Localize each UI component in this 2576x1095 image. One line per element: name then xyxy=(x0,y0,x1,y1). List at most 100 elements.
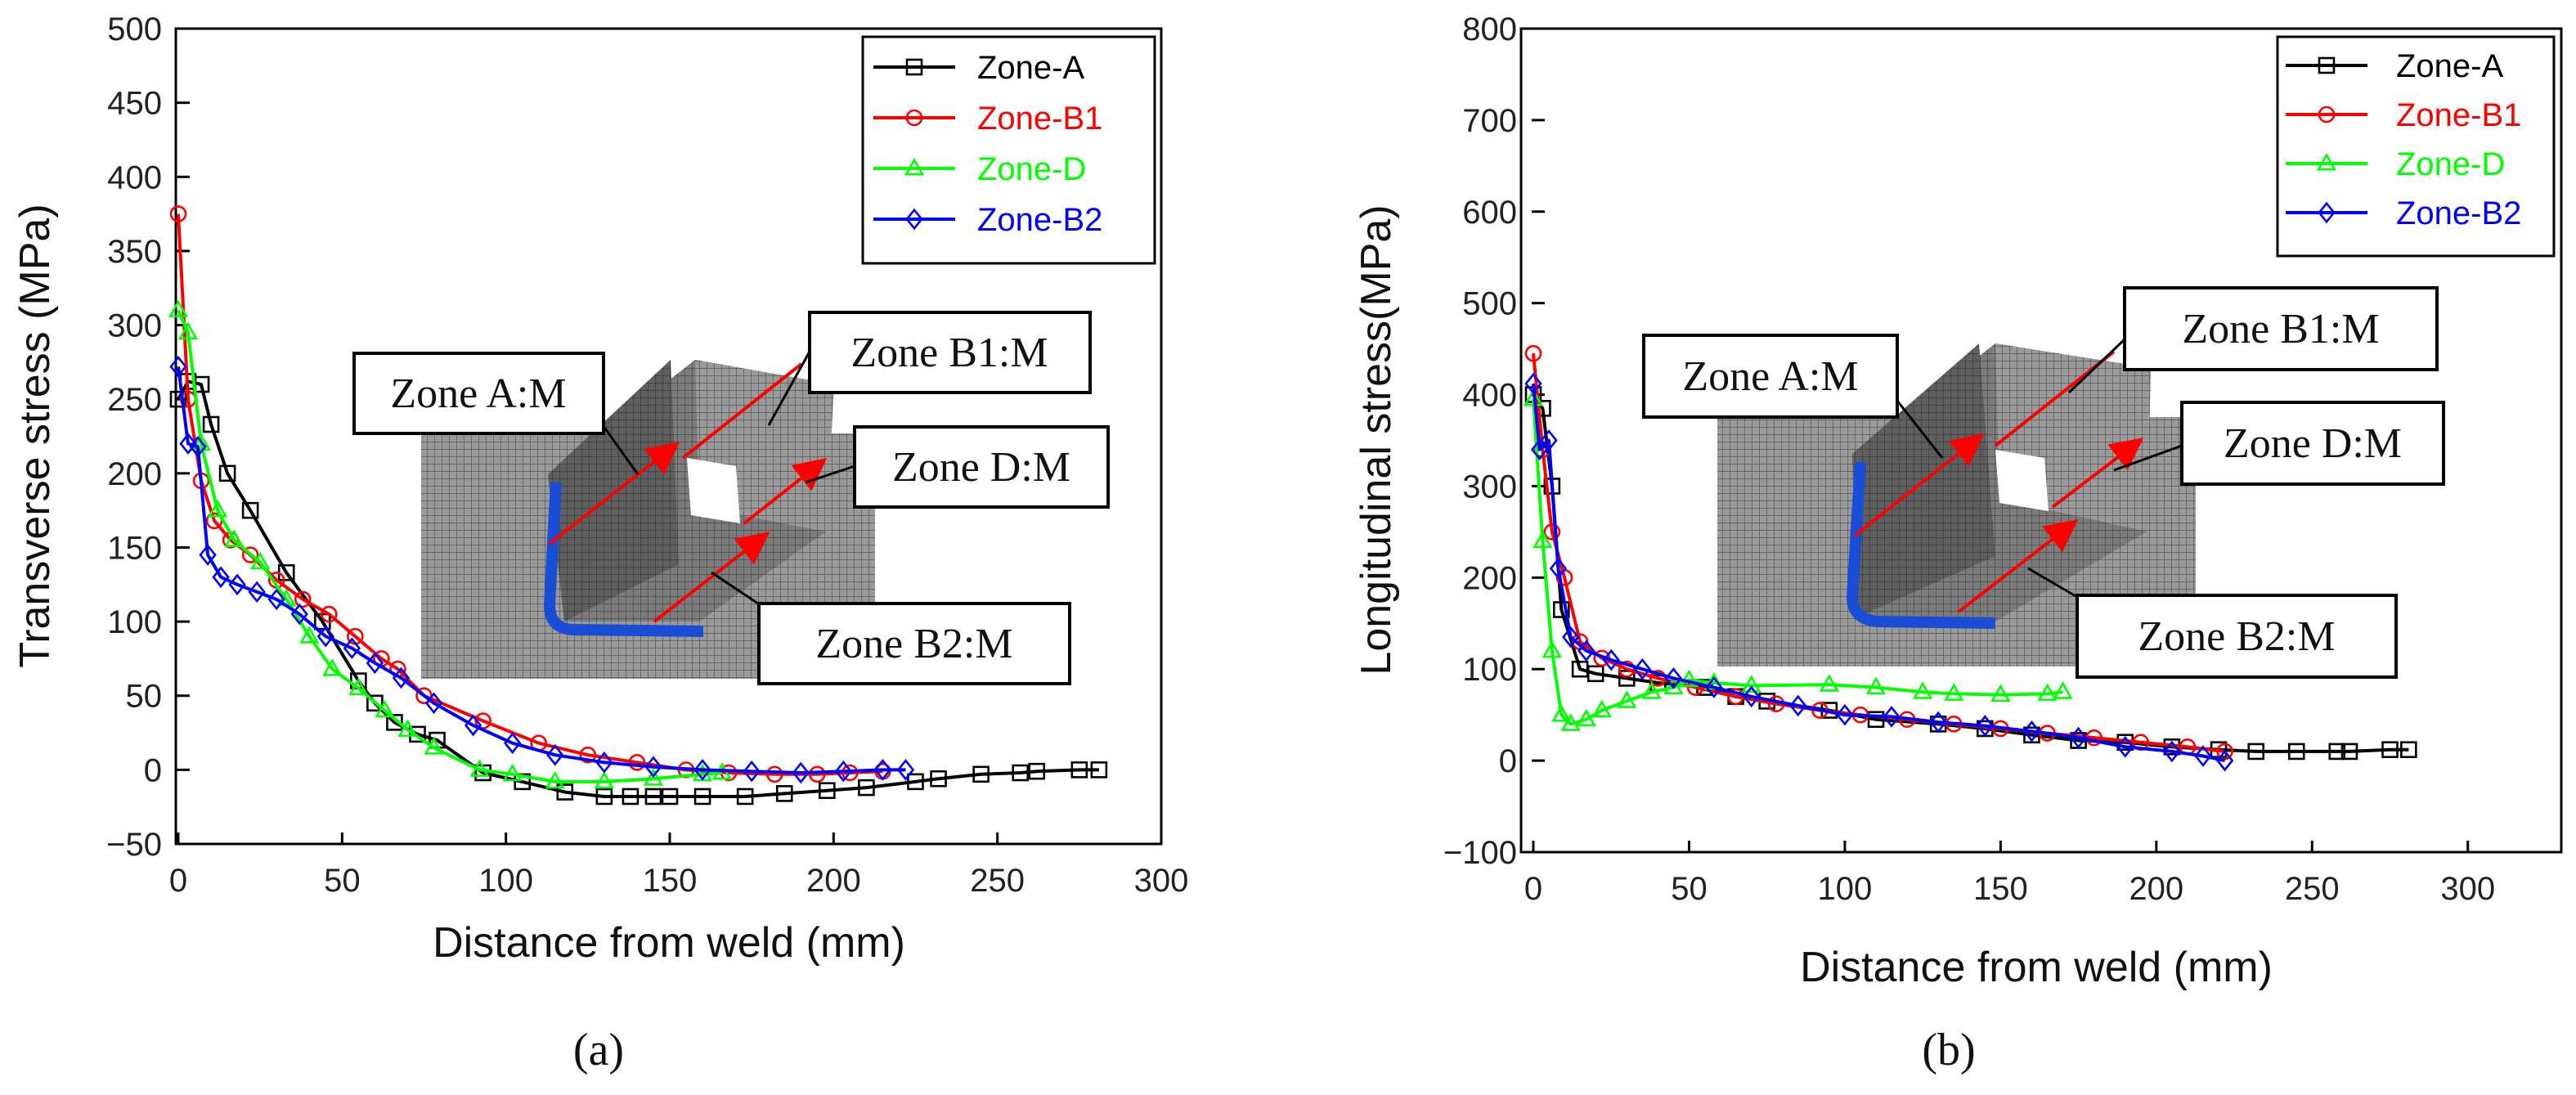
data-point-zone-b2-b xyxy=(1664,667,1683,689)
legend-a: Zone-A Zone-B1 Zone-D Zone-B2 xyxy=(861,35,1156,265)
legend-label-zone-b2: Zone-B2 xyxy=(2396,195,2521,231)
legend-label-zone-d: Zone-D xyxy=(2396,146,2505,182)
data-point-zone-a-a xyxy=(386,714,403,731)
caption-b: (b) xyxy=(1922,1025,1975,1075)
x-tick-label: 200 xyxy=(806,863,861,899)
data-point-zone-b2-b xyxy=(2022,720,2041,743)
series-line-zone-b2-a xyxy=(177,366,906,774)
data-point-zone-b2-b xyxy=(1705,676,1723,698)
zone-b1-label: Zone B1:M xyxy=(850,330,1048,376)
data-point-zone-a-a xyxy=(661,788,679,806)
series-line-zone-b1-a xyxy=(177,213,883,776)
data-point-zone-b2-a xyxy=(228,573,246,596)
zone-b2-label-box-b xyxy=(2076,594,2398,679)
box-cutout-b xyxy=(1995,450,2049,511)
zone-a-label-b: Zone A:M xyxy=(1682,353,1858,400)
data-point-zone-b2-a xyxy=(316,625,334,648)
y-tick-label: 0 xyxy=(1499,743,1517,779)
data-point-zone-d-a xyxy=(223,529,245,547)
axis-ticks-b: 0 50 100 150 200 250 300−100010020030040050060… xyxy=(1443,11,2495,907)
x-tick-label: 50 xyxy=(324,863,361,899)
data-point-zone-d-b xyxy=(2053,681,2073,699)
zone-b2-leader-b xyxy=(2027,567,2078,599)
data-point-zone-d-b xyxy=(1523,388,1544,406)
data-point-zone-d-a xyxy=(207,500,228,518)
data-point-zone-a-a xyxy=(409,725,426,743)
y-tick-label: 250 xyxy=(107,382,162,418)
zone-b1-label-b: Zone B1:M xyxy=(2182,306,2379,352)
data-point-zone-d-a xyxy=(397,719,418,737)
zone-a-label: Zone A:M xyxy=(390,370,566,417)
data-point-zone-d-a xyxy=(424,737,444,755)
data-point-zone-a-a xyxy=(622,788,640,806)
axis-ticks-a: 0 50 100 150 200 250 300−500501001502002503003… xyxy=(106,11,1188,899)
data-point-zone-b2-a xyxy=(248,581,266,604)
mesh-inset-b: Zone A:M Zone B1:M Zone D:M Zone B2:M xyxy=(1642,286,2445,679)
data-point-zone-a-b xyxy=(1867,711,1885,729)
data-point-zone-d-a xyxy=(168,299,189,317)
data-point-zone-b2-b xyxy=(1530,438,1549,461)
data-point-zone-b1-a xyxy=(241,546,259,563)
y-tick-label: −50 xyxy=(106,827,162,863)
zone-d-arrow xyxy=(743,458,828,525)
x-axis-label-b: Distance from weld (mm) xyxy=(1800,944,2273,991)
data-point-zone-b2-b xyxy=(1742,685,1761,708)
data-point-zone-b2-b xyxy=(1524,372,1542,395)
data-point-zone-a-b xyxy=(1552,601,1570,618)
x-tick-label: 300 xyxy=(2440,871,2495,907)
data-point-zone-d-b xyxy=(1591,699,1612,718)
y-tick-label: 300 xyxy=(1462,469,1517,505)
data-point-zone-b1-a xyxy=(765,765,783,783)
data-point-zone-b2-a xyxy=(595,751,613,774)
y-tick-label: 400 xyxy=(107,159,162,195)
zone-b1-label-box xyxy=(808,311,1092,394)
box-cutout xyxy=(687,458,740,523)
y-tick-label: 500 xyxy=(107,11,162,47)
data-point-zone-a-a xyxy=(930,770,947,788)
data-point-zone-b2-a xyxy=(392,666,411,689)
legend-label-zone-d: Zone-D xyxy=(977,151,1086,187)
x-tick-label: 0 xyxy=(169,863,187,899)
data-point-zone-a-b xyxy=(2287,743,2305,761)
data-point-zone-b2-a xyxy=(693,759,711,781)
data-point-zone-d-b xyxy=(1944,683,1964,701)
legend-marker-zone-b1 xyxy=(905,109,923,127)
data-point-zone-a-a xyxy=(972,765,990,783)
y-tick-label: 350 xyxy=(107,234,162,270)
data-point-zone-b2-a xyxy=(199,544,217,566)
y-tick-label: 200 xyxy=(1462,560,1517,596)
legend-marker-zone-a xyxy=(905,58,923,76)
data-point-zone-b2-a xyxy=(504,732,522,755)
mesh-inset-a: Zone A:M Zone B1:M Zone D:M Zone B2:M xyxy=(352,311,1110,685)
zone-b1-arrow xyxy=(681,362,803,460)
data-point-zone-a-a xyxy=(218,464,236,482)
x-tick-label: 250 xyxy=(2285,871,2340,907)
legend-label-zone-a: Zone-A xyxy=(977,50,1084,86)
data-point-zone-a-a xyxy=(169,390,187,408)
data-point-zone-d-b xyxy=(1741,675,1761,693)
data-point-zone-a-a xyxy=(693,788,711,806)
zone-a-label-box-b xyxy=(1642,334,1899,419)
data-point-zone-b2-b xyxy=(2116,735,2134,758)
data-point-zone-b2-b xyxy=(1633,657,1651,680)
zone-d-leader xyxy=(805,464,855,484)
zone-b2-label-box xyxy=(757,602,1071,685)
data-point-zone-a-a xyxy=(1090,761,1108,779)
data-point-zone-d-b xyxy=(1819,674,1839,692)
x-axis-label-a: Distance from weld (mm) xyxy=(433,919,905,967)
zone-d-arrow-b xyxy=(2051,438,2144,509)
data-point-zone-a-a xyxy=(241,501,259,519)
y-tick-label: 700 xyxy=(1462,103,1517,139)
data-point-zone-d-b xyxy=(1990,684,2011,702)
x-tick-label: 100 xyxy=(1818,871,1873,907)
data-point-zone-a-a xyxy=(1028,762,1046,780)
data-point-zone-a-b xyxy=(2381,741,2399,758)
y-tick-label: −100 xyxy=(1443,835,1517,871)
data-point-zone-a-b xyxy=(1618,670,1636,687)
zone-d-label: Zone D:M xyxy=(892,444,1070,491)
data-point-zone-b2-b xyxy=(2163,740,2181,763)
y-tick-label: 100 xyxy=(107,604,162,640)
legend-marker-zone-d xyxy=(904,158,925,176)
y-tick-label: 500 xyxy=(1462,286,1517,322)
